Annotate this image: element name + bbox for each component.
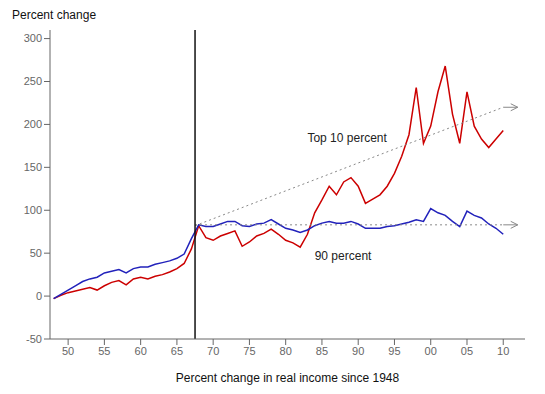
svg-text:90: 90 [352,345,364,357]
svg-text:10: 10 [497,345,509,357]
svg-text:05: 05 [461,345,473,357]
svg-text:80: 80 [280,345,292,357]
svg-text:300: 300 [24,32,42,44]
svg-text:50: 50 [30,247,42,259]
svg-text:150: 150 [24,161,42,173]
svg-text:75: 75 [243,345,255,357]
svg-text:0: 0 [36,290,42,302]
svg-text:Top 10 percent: Top 10 percent [307,131,387,145]
svg-text:100: 100 [24,204,42,216]
svg-text:50: 50 [62,345,74,357]
svg-text:00: 00 [425,345,437,357]
svg-text:90 percent: 90 percent [315,249,372,263]
html-text:Percent change: Percent change [12,8,97,22]
svg-text:95: 95 [388,345,400,357]
svg-text:85: 85 [316,345,328,357]
svg-text:250: 250 [24,75,42,87]
svg-text:55: 55 [98,345,110,357]
svg-text:60: 60 [135,345,147,357]
svg-text:Percent change in real income: Percent change in real income since 1948 [176,371,400,385]
svg-text:65: 65 [171,345,183,357]
svg-text:200: 200 [24,118,42,130]
svg-text:-50: -50 [26,333,42,345]
svg-text:70: 70 [207,345,219,357]
